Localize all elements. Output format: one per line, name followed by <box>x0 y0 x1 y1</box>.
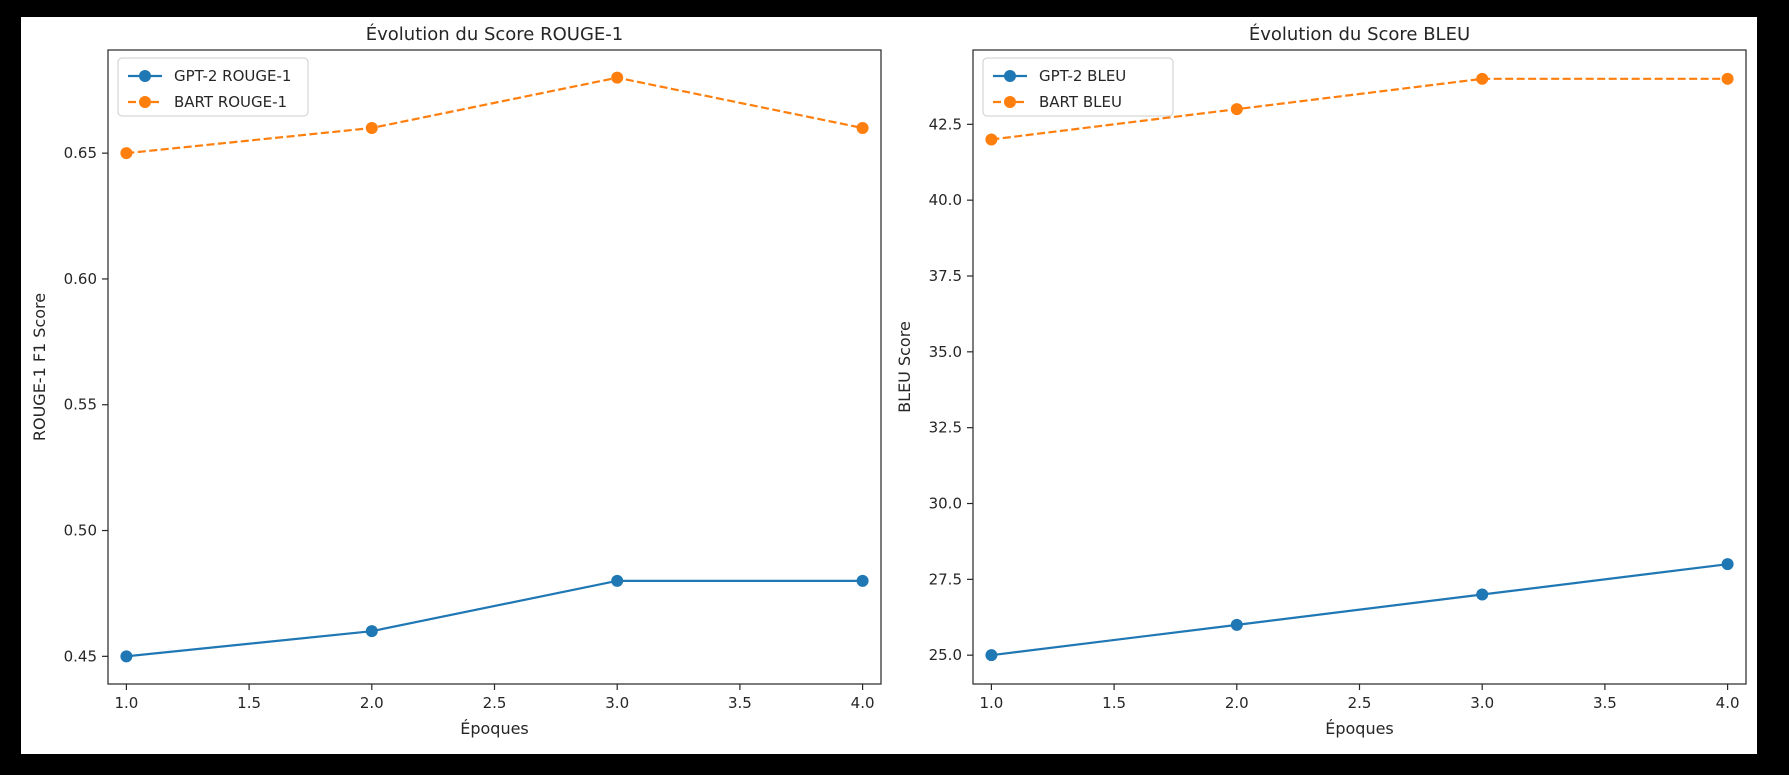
legend: GPT-2 ROUGE-1 BART ROUGE-1 <box>117 57 309 117</box>
legend: GPT-2 BLEU BART BLEU <box>982 57 1174 117</box>
axes-frame <box>972 49 1747 685</box>
x-tick-label: 3.0 <box>1470 694 1494 712</box>
legend-label: GPT-2 BLEU <box>1039 67 1126 85</box>
x-tick-label: 1.5 <box>1102 694 1126 712</box>
data-point <box>611 574 624 587</box>
series-line-bart <box>991 77 1728 141</box>
x-tick-label: 4.0 <box>851 694 875 712</box>
data-point <box>1721 558 1734 571</box>
data-point <box>856 574 869 587</box>
x-tick-label: 1.0 <box>114 694 138 712</box>
series-bart <box>985 72 1734 146</box>
y-axis-label: ROUGE-1 F1 Score <box>30 293 49 441</box>
figure-svg: Évolution du Score ROUGE-1 1.0 1.5 2.0 2.5 3.… <box>30 23 1747 738</box>
data-point <box>985 649 998 662</box>
y-tick-label: 0.45 <box>64 647 97 665</box>
x-tick-label: 1.5 <box>237 694 261 712</box>
x-tick-label: 2.0 <box>1225 694 1249 712</box>
x-axis-label: Époques <box>1325 719 1394 738</box>
data-point <box>985 133 998 146</box>
y-tick-label: 32.5 <box>929 419 962 437</box>
x-tick-label: 2.5 <box>1348 694 1372 712</box>
chart-title: Évolution du Score BLEU <box>1249 23 1470 45</box>
x-tick-label: 2.5 <box>483 694 507 712</box>
series-bart <box>120 71 869 160</box>
x-tick-label: 2.0 <box>360 694 384 712</box>
legend-label: BART BLEU <box>1039 93 1122 111</box>
data-point <box>1721 72 1734 85</box>
y-tick-label: 40.0 <box>929 191 962 209</box>
legend-box <box>982 57 1174 117</box>
series-gpt2 <box>120 574 869 663</box>
data-point <box>365 121 378 134</box>
series-line-bart <box>126 76 863 155</box>
y-tick-label: 0.60 <box>64 270 97 288</box>
legend-box <box>117 57 309 117</box>
x-tick-label: 1.0 <box>979 694 1003 712</box>
axes-frame <box>107 49 882 685</box>
y-axis-label: BLEU Score <box>895 321 914 413</box>
data-point <box>120 650 133 663</box>
series-line-gpt2 <box>991 563 1728 657</box>
y-tick-label: 35.0 <box>929 343 962 361</box>
legend-label: GPT-2 ROUGE-1 <box>174 67 291 85</box>
series-gpt2 <box>985 558 1734 662</box>
subplot-1: Évolution du Score ROUGE-1 1.0 1.5 2.0 2.5 3.… <box>30 23 882 738</box>
data-point <box>611 71 624 84</box>
legend-marker-bart <box>139 96 151 108</box>
data-point <box>1476 588 1489 601</box>
x-tick-label: 3.0 <box>605 694 629 712</box>
legend-marker-gpt2 <box>139 70 151 82</box>
legend-label: BART ROUGE-1 <box>174 93 287 111</box>
data-point <box>1230 618 1243 631</box>
series-line-gpt2 <box>126 579 863 658</box>
subplot-2: Évolution du Score BLEU 1.0 1.5 2.0 2.5 3.0 3.… <box>895 23 1747 738</box>
data-point <box>1230 103 1243 116</box>
y-tick-label: 25.0 <box>929 646 962 664</box>
x-tick-label: 3.5 <box>728 694 752 712</box>
y-tick-label: 42.5 <box>929 115 962 133</box>
y-tick-label: 27.5 <box>929 570 962 588</box>
x-tick-label: 4.0 <box>1716 694 1740 712</box>
data-point <box>365 625 378 638</box>
legend-marker-bart <box>1004 96 1016 108</box>
y-tick-label: 0.55 <box>64 396 97 414</box>
x-tick-label: 3.5 <box>1593 694 1617 712</box>
data-point <box>120 147 133 160</box>
y-tick-label: 30.0 <box>929 495 962 513</box>
y-tick-label: 37.5 <box>929 267 962 285</box>
chart-title: Évolution du Score ROUGE-1 <box>366 23 623 45</box>
data-point <box>856 121 869 134</box>
figure: Évolution du Score ROUGE-1 1.0 1.5 2.0 2.5 3.… <box>21 17 1757 754</box>
legend-marker-gpt2 <box>1004 70 1016 82</box>
y-tick-label: 0.50 <box>64 522 97 540</box>
y-tick-label: 0.65 <box>64 144 97 162</box>
data-point <box>1476 72 1489 85</box>
x-axis-label: Époques <box>460 719 529 738</box>
